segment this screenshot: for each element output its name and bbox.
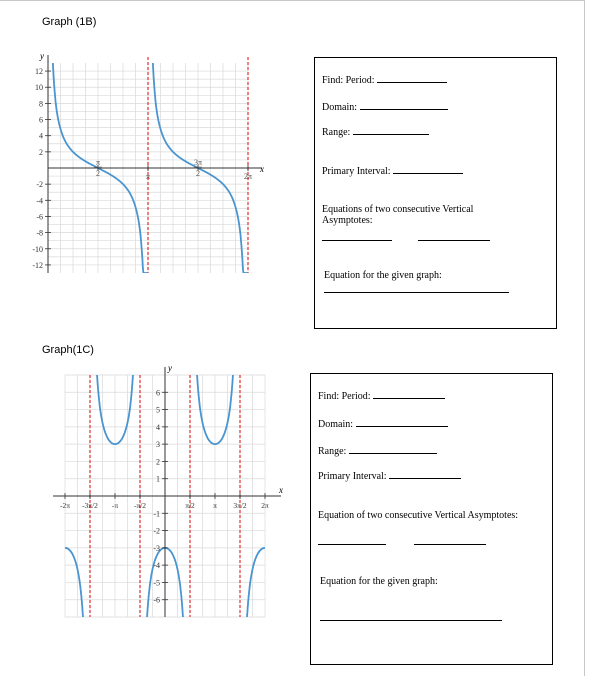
equation-label: Equation for the given graph: xyxy=(320,576,438,587)
y-tick-label: 2 xyxy=(156,457,160,466)
y-tick-label: -1 xyxy=(153,509,160,518)
graph-1c-question-box: Find: Period: Domain: Range: Primary Int… xyxy=(310,373,553,665)
primary-interval-label: Primary Interval: xyxy=(322,166,391,177)
primary-interval-answer-blank[interactable] xyxy=(389,478,462,479)
asymptote-2-answer-blank[interactable] xyxy=(414,544,486,545)
worksheet-page: Graph (1B) y x 12 10 8 6 4 2 -2 -4 -6 -8 -10 -12 π 2 π 3π… xyxy=(0,0,585,676)
x-tick-label: 3π/2 xyxy=(233,501,247,510)
period-label: Find: Period: xyxy=(318,391,371,402)
x-tick-label-denominator: 2 xyxy=(96,169,100,178)
y-tick-label: -10 xyxy=(32,245,43,254)
x-tick-label: -2π xyxy=(60,501,70,510)
domain-label: Domain: xyxy=(322,102,357,113)
x-tick-label: π/2 xyxy=(185,501,195,510)
y-tick-label: -6 xyxy=(36,212,43,221)
x-tick-label: -π/2 xyxy=(134,501,146,510)
secant-branch-4 xyxy=(196,375,234,445)
y-tick-label: -4 xyxy=(153,561,160,570)
range-answer-blank[interactable] xyxy=(348,453,437,454)
y-tick-label: -8 xyxy=(36,229,43,238)
y-tick-label: -4 xyxy=(36,196,43,205)
x-axis-label: x xyxy=(259,164,264,174)
asymptote-1-answer-blank[interactable] xyxy=(318,544,386,545)
x-tick-label-numerator: 3π xyxy=(194,158,202,167)
range-label: Range: xyxy=(322,127,351,138)
y-tick-label: -2 xyxy=(36,180,43,189)
y-tick-label: -5 xyxy=(153,578,160,587)
y-tick-label: 2 xyxy=(39,148,43,157)
x-tick-label: π xyxy=(213,501,217,510)
secant-branch-1 xyxy=(65,547,84,617)
x-tick-label: 2π xyxy=(244,172,252,181)
x-tick-label: π xyxy=(146,172,150,181)
domain-answer-blank[interactable] xyxy=(359,109,448,110)
y-tick-label: 3 xyxy=(156,440,160,449)
y-tick-label: 5 xyxy=(156,406,160,415)
equation-answer-blank[interactable] xyxy=(320,620,502,621)
y-tick-label: 12 xyxy=(35,67,43,76)
equation-answer-blank[interactable] xyxy=(324,292,509,293)
range-label: Range: xyxy=(318,446,347,457)
graph-1b-heading: Graph (1B) xyxy=(42,16,97,28)
y-axis-label: y xyxy=(167,363,172,373)
equation-label: Equation for the given graph: xyxy=(324,270,442,281)
range-answer-blank[interactable] xyxy=(352,134,429,135)
y-tick-label: -2 xyxy=(153,527,160,536)
y-tick-label: 8 xyxy=(39,99,43,108)
x-tick-label: 2π xyxy=(261,501,269,510)
secant-branch-2 xyxy=(96,375,134,445)
y-tick-label: -6 xyxy=(153,596,160,605)
x-axis-label: x xyxy=(278,485,283,495)
y-tick-label: 4 xyxy=(156,423,160,432)
graph-1c: y x 6 5 4 3 2 1 -1 -2 -3 -4 -5 -6 -2π -3π/2 -π -π/2 π/2 π 3π… xyxy=(53,363,283,618)
y-tick-label: 6 xyxy=(39,116,43,125)
y-tick-label: 6 xyxy=(156,388,160,397)
period-answer-blank[interactable] xyxy=(373,398,446,399)
y-tick-label: 1 xyxy=(156,475,160,484)
y-tick-label: -3 xyxy=(153,544,160,553)
asymptote-2-answer-blank[interactable] xyxy=(418,240,490,241)
primary-interval-answer-blank[interactable] xyxy=(393,173,464,174)
graph-1c-heading: Graph(1C) xyxy=(42,344,94,356)
graph-1b-question-box: Find: Period: Domain: Range: Primary Int… xyxy=(314,57,557,329)
y-tick-label: 10 xyxy=(35,83,43,92)
primary-interval-label: Primary Interval: xyxy=(318,471,387,482)
asymptote-1-answer-blank[interactable] xyxy=(322,240,392,241)
period-label: Find: Period: xyxy=(322,75,375,86)
x-tick-label-denominator: 2 xyxy=(196,169,200,178)
y-tick-label: 4 xyxy=(39,132,43,141)
domain-label: Domain: xyxy=(318,419,353,430)
x-tick-label: -3π/2 xyxy=(82,501,98,510)
x-tick-label-numerator: π xyxy=(96,158,100,167)
y-tick-label: -12 xyxy=(32,261,43,270)
period-answer-blank[interactable] xyxy=(377,82,448,83)
y-axis-label: y xyxy=(39,51,44,61)
asymptotes-label: Equation of two consecutive Vertical Asy… xyxy=(318,510,519,521)
secant-branch-5 xyxy=(246,547,265,617)
domain-answer-blank[interactable] xyxy=(355,426,448,427)
x-tick-label: -π xyxy=(112,501,118,510)
asymptotes-label: Equations of two consecutive Vertical As… xyxy=(322,204,474,226)
